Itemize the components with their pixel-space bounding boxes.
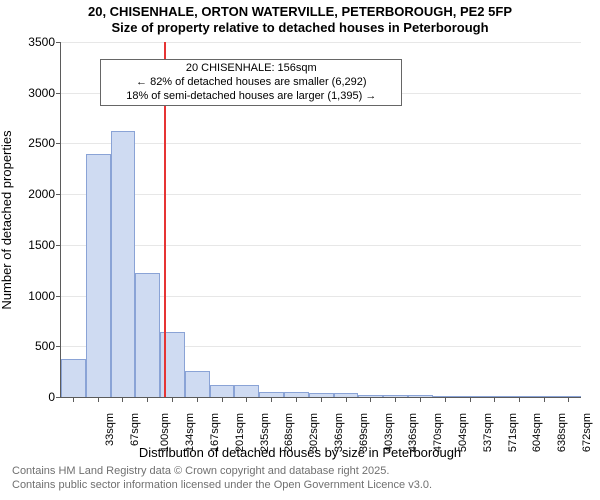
- x-tick-mark: [370, 397, 371, 402]
- footer-line2: Contains public sector information licen…: [12, 479, 600, 493]
- x-tick-mark: [519, 397, 520, 402]
- footer-line1: Contains HM Land Registry data © Crown c…: [12, 465, 600, 479]
- histogram-bar: [111, 131, 136, 397]
- histogram-bar: [383, 395, 408, 397]
- chart-title-line2: Size of property relative to detached ho…: [0, 20, 600, 36]
- histogram-bar: [507, 396, 532, 397]
- histogram-bar: [408, 395, 433, 397]
- histogram-bar: [61, 359, 86, 397]
- chart-footer: Contains HM Land Registry data © Crown c…: [0, 465, 600, 493]
- chart-title: 20, CHISENHALE, ORTON WATERVILLE, PETERB…: [0, 0, 600, 37]
- y-tick-label: 2000: [28, 187, 61, 201]
- y-tick-label: 500: [35, 339, 61, 353]
- gridline: [61, 42, 581, 43]
- y-tick-label: 3500: [28, 35, 61, 49]
- x-tick-mark: [271, 397, 272, 402]
- annotation-box: 20 CHISENHALE: 156sqm← 82% of detached h…: [100, 59, 402, 106]
- y-tick-label: 2500: [28, 136, 61, 150]
- x-tick-mark: [445, 397, 446, 402]
- histogram-bar: [234, 385, 259, 397]
- x-tick-label: 67sqm: [129, 413, 141, 446]
- x-tick-label: 33sqm: [104, 413, 116, 446]
- x-tick-mark: [494, 397, 495, 402]
- x-axis-label: Distribution of detached houses by size …: [0, 445, 600, 460]
- histogram-bar: [482, 396, 507, 397]
- histogram-bar: [358, 395, 383, 397]
- histogram-bar: [458, 396, 483, 397]
- x-tick-mark: [73, 397, 74, 402]
- x-tick-mark: [222, 397, 223, 402]
- histogram-bar: [433, 396, 458, 397]
- x-tick-mark: [122, 397, 123, 402]
- x-tick-mark: [568, 397, 569, 402]
- y-axis-label: Number of detached properties: [0, 130, 14, 309]
- x-tick-mark: [346, 397, 347, 402]
- gridline: [61, 143, 581, 144]
- annotation-line3: 18% of semi-detached houses are larger (…: [107, 90, 395, 104]
- chart-title-line1: 20, CHISENHALE, ORTON WATERVILLE, PETERB…: [0, 4, 600, 20]
- histogram-bar: [557, 396, 582, 397]
- histogram-bar: [334, 393, 359, 397]
- histogram-bar: [210, 385, 235, 397]
- y-tick-label: 0: [48, 390, 61, 404]
- x-tick-mark: [98, 397, 99, 402]
- histogram-bar: [86, 154, 111, 397]
- property-size-histogram: 20, CHISENHALE, ORTON WATERVILLE, PETERB…: [0, 0, 600, 500]
- x-tick-mark: [197, 397, 198, 402]
- histogram-bar: [532, 396, 557, 397]
- y-tick-label: 1000: [28, 289, 61, 303]
- histogram-bar: [135, 273, 160, 397]
- gridline: [61, 245, 581, 246]
- x-tick-mark: [544, 397, 545, 402]
- annotation-line2: ← 82% of detached houses are smaller (6,…: [107, 76, 395, 90]
- histogram-bar: [309, 393, 334, 397]
- x-tick-mark: [147, 397, 148, 402]
- x-tick-mark: [321, 397, 322, 402]
- y-tick-label: 1500: [28, 238, 61, 252]
- histogram-bar: [259, 392, 284, 397]
- histogram-bar: [284, 392, 309, 397]
- annotation-line1: 20 CHISENHALE: 156sqm: [107, 62, 395, 76]
- x-tick-mark: [420, 397, 421, 402]
- histogram-bar: [185, 371, 210, 397]
- x-tick-mark: [172, 397, 173, 402]
- x-tick-mark: [246, 397, 247, 402]
- x-tick-mark: [395, 397, 396, 402]
- y-tick-label: 3000: [28, 86, 61, 100]
- gridline: [61, 194, 581, 195]
- x-tick-mark: [470, 397, 471, 402]
- plot-area: 050010001500200025003000350033sqm67sqm10…: [60, 42, 581, 398]
- x-tick-mark: [296, 397, 297, 402]
